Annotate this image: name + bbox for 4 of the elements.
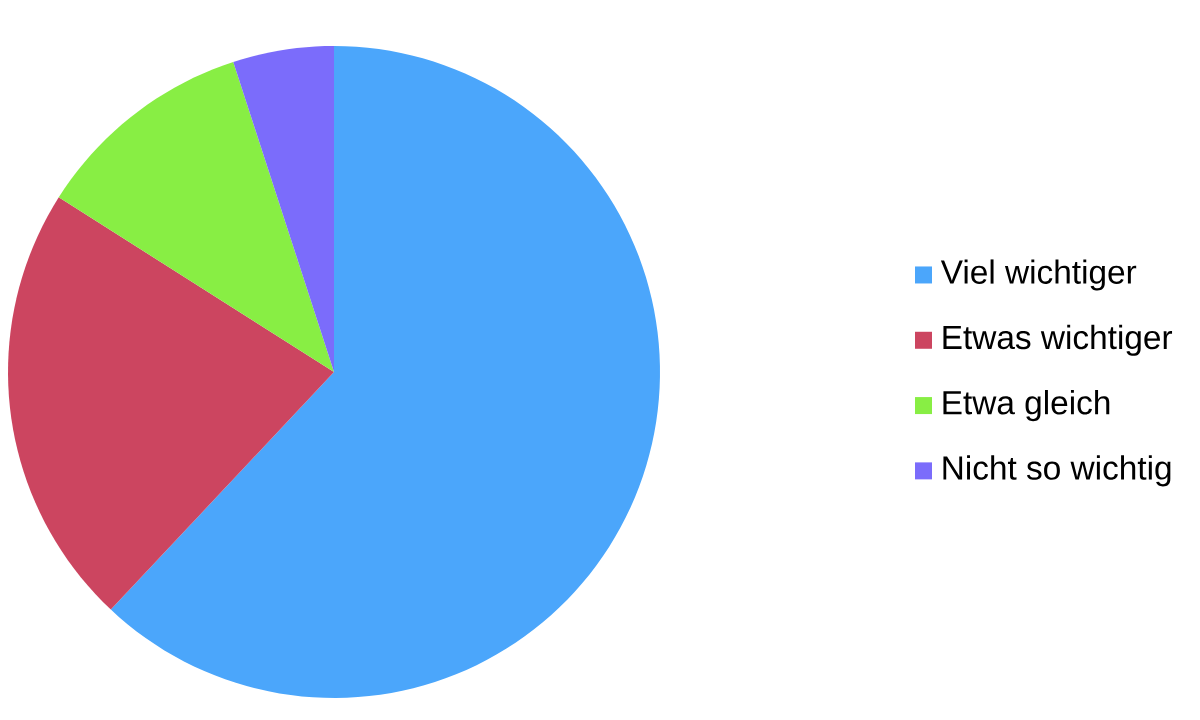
legend-label: Etwas wichtiger bbox=[943, 324, 1173, 356]
legend-label: Viel wichtiger bbox=[940, 259, 1137, 291]
legend-label: Nicht so wichtig bbox=[943, 455, 1171, 487]
legend-label: Etwa gleich bbox=[943, 390, 1110, 422]
